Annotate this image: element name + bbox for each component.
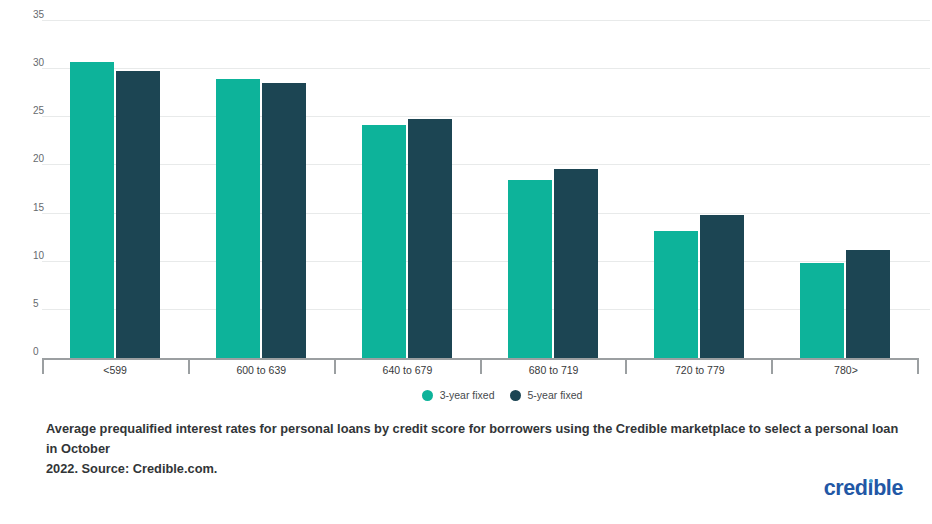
bar-3-year-fixed-3 <box>362 125 406 358</box>
bar-group-5 <box>626 21 772 358</box>
caption-line-2: 2022. Source: Credible.com. <box>46 461 217 476</box>
caption-line-1: Average prequalified interest rates for … <box>46 421 898 456</box>
legend-swatch-5-year-icon <box>510 390 521 401</box>
bar-5-year-fixed-3 <box>408 119 452 358</box>
legend-item-3-year: 3-year fixed <box>422 389 495 401</box>
bar-group-4 <box>480 21 626 358</box>
bar-group-6 <box>772 21 918 358</box>
bar-5-year-fixed-4 <box>554 169 598 358</box>
bar-3-year-fixed-4 <box>508 180 552 358</box>
x-tick-label-3: 640 to 679 <box>334 362 480 376</box>
bar-group-2 <box>188 21 334 358</box>
plot-area <box>42 21 918 358</box>
legend-swatch-3-year-icon <box>422 390 433 401</box>
bar-5-year-fixed-6 <box>846 250 890 358</box>
chart-page: 05101520253035 <599600 to 639640 to 6796… <box>0 0 932 524</box>
legend-label-5-year: 5-year fixed <box>528 389 583 401</box>
bar-group-3 <box>334 21 480 358</box>
x-tick-label-4: 680 to 719 <box>481 362 627 376</box>
x-tick-label-6: 780> <box>773 362 919 376</box>
x-tick-label-2: 600 to 639 <box>188 362 334 376</box>
bar-5-year-fixed-1 <box>116 71 160 358</box>
bar-5-year-fixed-2 <box>262 83 306 358</box>
bar-5-year-fixed-5 <box>700 215 744 358</box>
logo-i-dot-icon <box>869 479 873 483</box>
logo-text-right: ble <box>873 476 903 500</box>
bar-3-year-fixed-5 <box>654 231 698 358</box>
y-tick-label-0: 0 <box>33 347 39 357</box>
logo-letter-i: ı <box>868 476 874 501</box>
legend-label-3-year: 3-year fixed <box>440 389 495 401</box>
legend-item-5-year: 5-year fixed <box>510 389 583 401</box>
legend: 3-year fixed 5-year fixed <box>36 389 932 401</box>
bar-3-year-fixed-6 <box>800 263 844 358</box>
bar-3-year-fixed-2 <box>216 79 260 358</box>
x-tick-label-5: 720 to 779 <box>627 362 773 376</box>
bar-3-year-fixed-1 <box>70 62 114 358</box>
x-axis-labels: <599600 to 639640 to 679680 to 719720 to… <box>42 362 919 376</box>
y-tick-label-35: 35 <box>33 10 44 20</box>
chart-caption: Average prequalified interest rates for … <box>46 419 908 479</box>
logo-text-left: cred <box>824 476 868 500</box>
x-tick-label-1: <599 <box>42 362 188 376</box>
bar-group-1 <box>42 21 188 358</box>
y-tick-label-5: 5 <box>33 299 39 309</box>
credible-logo: credıble <box>824 476 903 501</box>
